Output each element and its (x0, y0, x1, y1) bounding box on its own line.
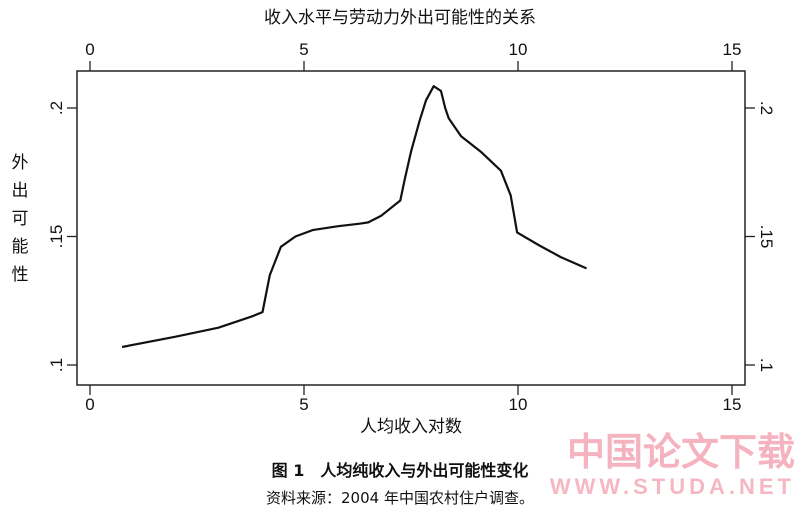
top-x-tick-label: 15 (723, 40, 742, 59)
figure-caption: 图 1 人均纯收入与外出可能性变化 (272, 461, 529, 480)
y-axis-label-char: 出 (12, 181, 29, 201)
y-axis-label-char: 性 (12, 265, 29, 285)
x-tick-label: 0 (85, 395, 94, 414)
y-tick-label: .15 (47, 225, 66, 249)
x-tick-label: 15 (723, 395, 742, 414)
top-x-tick-label: 5 (299, 40, 308, 59)
x-axis-label: 人均收入对数 (360, 417, 462, 437)
top-x-tick-label: 10 (509, 40, 528, 59)
top-x-tick-label: 0 (85, 40, 94, 59)
y-axis-label-char: 能 (12, 237, 29, 257)
series-line (121, 85, 587, 349)
y-axis-label-char: 可 (12, 209, 29, 229)
right-y-tick-label: .2 (757, 101, 776, 115)
plot-frame (76, 70, 746, 386)
figure-source: 资料来源：2004 年中国农村住户调查。 (266, 489, 534, 507)
x-tick-label: 5 (299, 395, 308, 414)
watermark-url: WWW.STUDA.NET (550, 474, 795, 499)
y-tick-label: .1 (47, 358, 66, 372)
right-y-tick-label: .1 (757, 358, 776, 372)
watermark-cn: 中国论文下载 (567, 430, 795, 474)
right-y-tick-label: .15 (757, 225, 776, 249)
y-tick-label: .2 (47, 101, 66, 115)
y-axis-label-char: 外 (12, 153, 29, 173)
x-tick-label: 10 (509, 395, 528, 414)
chart-title: 收入水平与劳动力外出可能性的关系 (264, 8, 536, 28)
